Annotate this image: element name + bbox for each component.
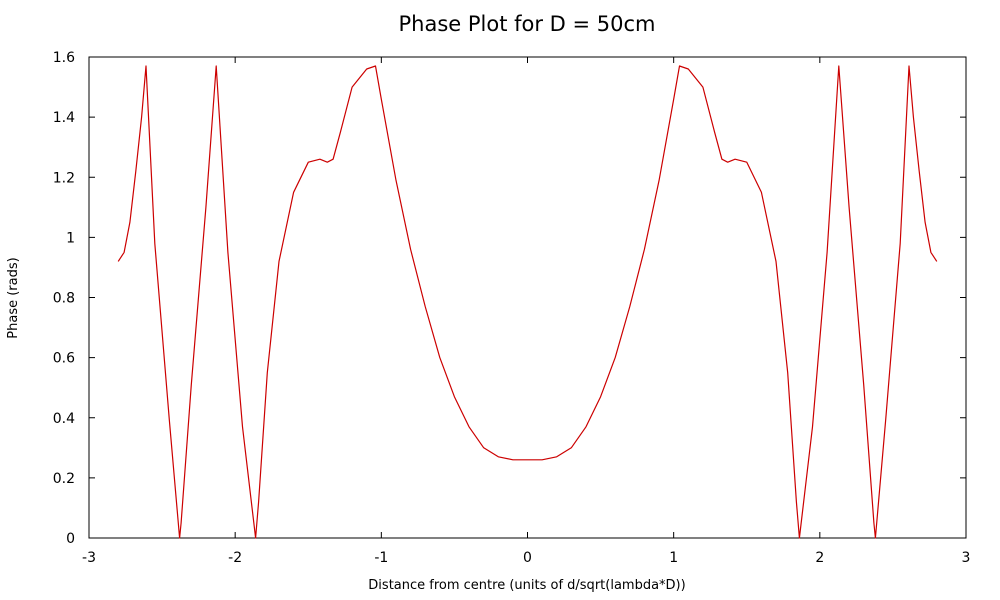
series-layer	[117, 65, 938, 539]
x-tick-label: -1	[374, 550, 388, 566]
series-line	[117, 65, 938, 539]
y-tick-label: 0.6	[53, 351, 75, 367]
x-tick-label: -3	[82, 550, 96, 566]
y-tick-label: 0.4	[53, 411, 75, 427]
y-axis-label: Phase (rads)	[6, 257, 21, 338]
x-tick-label: 2	[815, 550, 824, 566]
chart-title: Phase Plot for D = 50cm	[398, 12, 655, 36]
y-tick-label: 0.8	[53, 291, 75, 307]
x-tick-label: 1	[669, 550, 678, 566]
x-tick-label: 0	[523, 550, 532, 566]
y-tick-label: 1.2	[53, 170, 75, 186]
y-tick-label: 1	[66, 230, 75, 246]
y-tick-label: 0	[66, 531, 75, 547]
y-tick-label: 1.6	[53, 50, 75, 66]
x-axis-label: Distance from centre (units of d/sqrt(la…	[368, 578, 685, 593]
y-tick-label: 0.2	[53, 471, 75, 487]
x-tick-label: 3	[962, 550, 971, 566]
x-tick-label: -2	[228, 550, 242, 566]
y-tick-label: 1.4	[53, 110, 75, 126]
axis-ticks: -3 -2 -1 0 1 2 3 0 0.2 0.4 0.6 0.8 1 1.2 1.4 1.6	[53, 50, 971, 566]
